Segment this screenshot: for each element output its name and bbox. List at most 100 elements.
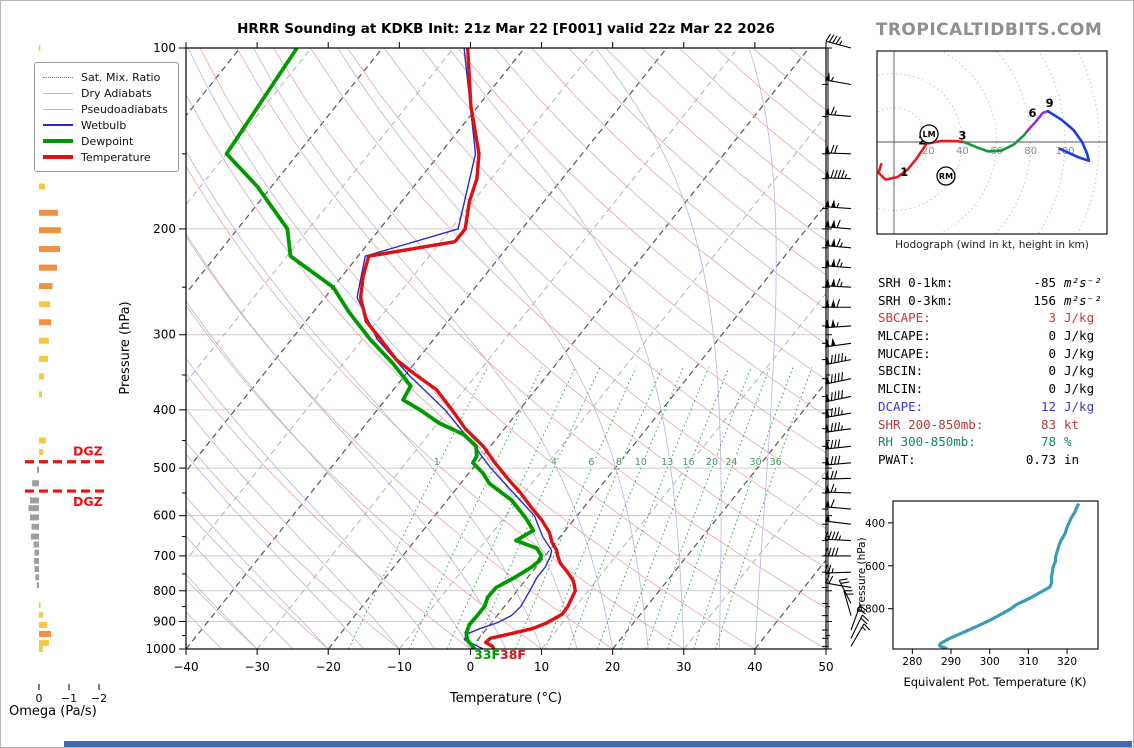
legend-item: Pseudoadiabats <box>43 101 168 117</box>
svg-text:30: 30 <box>676 660 691 674</box>
parameter-unit: kt <box>1064 416 1080 432</box>
svg-text:−10: −10 <box>387 660 412 674</box>
parameter-value: 78 <box>1040 434 1056 450</box>
legend-item-label: Pseudoadiabats <box>81 102 168 116</box>
svg-text:300: 300 <box>980 656 1000 668</box>
hodograph-caption: Hodograph (wind in kt, height in km) <box>895 239 1089 251</box>
svg-text:800: 800 <box>865 604 885 616</box>
svg-text:−40: −40 <box>173 660 198 674</box>
svg-text:36: 36 <box>770 457 782 468</box>
parameter-unit: in <box>1064 451 1080 467</box>
watermark: TROPICALTIDBITS.COM <box>876 20 1103 40</box>
svg-text:−1: −1 <box>61 692 77 705</box>
legend-line-sample-icon <box>43 124 73 126</box>
legend-line-sample-icon <box>43 76 73 78</box>
severe-parameter-readouts: SRH 0-1km: -85 m²s⁻² SRH 0-3km: 156 m²s⁻² SBCA… <box>878 274 1130 469</box>
svg-text:20: 20 <box>605 660 620 674</box>
page-title: HRRR Sounding at KDKB Init: 21z Mar 22 [… <box>237 21 775 37</box>
hodograph: 2040608010012369LMRM <box>876 50 1108 235</box>
parameter-label: RH 300-850mb: <box>878 434 976 450</box>
legend-item: Temperature <box>43 149 168 165</box>
svg-text:500: 500 <box>153 461 176 475</box>
svg-text:100: 100 <box>153 41 176 55</box>
svg-text:700: 700 <box>153 549 176 563</box>
parameter-value: 12 <box>1040 398 1056 414</box>
svg-text:9: 9 <box>1046 96 1054 110</box>
parameter-unit: J/kg <box>1064 381 1095 397</box>
svg-text:33F: 33F <box>474 647 500 662</box>
svg-text:3: 3 <box>958 128 966 142</box>
parameter-value: 3 <box>1048 310 1056 326</box>
svg-text:300: 300 <box>153 328 176 342</box>
parameter-unit: J/kg <box>1064 363 1095 379</box>
parameter-value: 0 <box>1048 381 1056 397</box>
legend-item-label: Wetbulb <box>81 118 127 132</box>
svg-text:6: 6 <box>588 457 594 468</box>
svg-text:24: 24 <box>725 457 737 468</box>
mixing-ratio-labels: 1 4 6 8 10 13 16 20 24 30 36 <box>432 456 782 470</box>
thetae-xaxis-title: Equivalent Pot. Temperature (K) <box>903 675 1086 689</box>
svg-text:600: 600 <box>153 509 176 523</box>
parameter-label: SRH 0-3km: <box>878 292 954 308</box>
parameter-row: MLCAPE: 0 J/kg <box>878 327 1130 345</box>
parameter-label: SHR 200-850mb: <box>878 416 984 432</box>
legend-line-sample-icon <box>43 139 73 143</box>
svg-text:1: 1 <box>900 165 908 179</box>
svg-text:38F: 38F <box>500 647 526 662</box>
svg-text:10: 10 <box>534 660 549 674</box>
legend-line-sample-icon <box>43 155 73 159</box>
svg-text:320: 320 <box>1057 656 1077 668</box>
parameter-label: SRH 0-1km: <box>878 275 954 290</box>
legend: Sat. Mix. Ratio Dry Adiabats Pseudoadiabat… <box>34 62 179 172</box>
parameter-value: -85 <box>1033 275 1056 290</box>
parameter-row: SBCIN: 0 J/kg <box>878 362 1130 380</box>
parameter-unit: m²s⁻² <box>1064 292 1102 308</box>
parameter-row: RH 300-850mb: 78% <box>878 433 1130 451</box>
svg-text:−2: −2 <box>91 692 107 705</box>
thetae-yaxis-title: Pressure (hPa) <box>856 537 868 612</box>
svg-text:DGZ: DGZ <box>73 444 103 459</box>
parameter-unit: J/kg <box>1064 398 1095 414</box>
legend-item-label: Temperature <box>81 150 151 164</box>
parameter-unit: % <box>1064 434 1072 450</box>
theta-e-panel: 400 600 800 280 290 300 310 320 <box>865 500 1099 668</box>
legend-line-sample-icon <box>43 92 73 94</box>
legend-item: Sat. Mix. Ratio <box>43 69 168 85</box>
svg-text:4: 4 <box>551 457 557 468</box>
omega-axis-title: Omega (Pa/s) <box>9 704 97 719</box>
svg-text:20: 20 <box>922 146 935 157</box>
svg-text:10: 10 <box>635 457 647 468</box>
svg-text:20: 20 <box>706 457 718 468</box>
parameter-value: 0 <box>1048 363 1056 379</box>
parameter-row: SBCAPE: 3 J/kg <box>878 309 1130 327</box>
svg-text:−20: −20 <box>316 660 341 674</box>
svg-text:8: 8 <box>616 457 622 468</box>
svg-text:16: 16 <box>683 457 695 468</box>
svg-text:1: 1 <box>434 457 440 468</box>
parameter-row: PWAT: 0.73 in <box>878 451 1130 469</box>
parameter-unit: J/kg <box>1064 310 1095 326</box>
parameter-value: 156 <box>1033 292 1056 308</box>
svg-text:50: 50 <box>818 660 833 674</box>
svg-text:13: 13 <box>661 457 673 468</box>
parameter-row: DCAPE: 12 J/kg <box>878 398 1130 416</box>
bottom-accent-bar <box>64 741 1132 747</box>
parameter-value: 0 <box>1048 345 1056 361</box>
parameter-row: MUCAPE: 0 J/kg <box>878 345 1130 363</box>
legend-item: Dewpoint <box>43 133 168 149</box>
parameter-unit: J/kg <box>1064 328 1095 344</box>
svg-text:30: 30 <box>750 457 762 468</box>
svg-text:LM: LM <box>923 130 936 139</box>
skewt-yaxis-title: Pressure (hPa) <box>118 301 133 394</box>
svg-text:DGZ: DGZ <box>73 494 103 509</box>
svg-text:0: 0 <box>467 660 475 674</box>
legend-item-label: Dewpoint <box>81 134 134 148</box>
svg-text:310: 310 <box>1018 656 1038 668</box>
parameter-label: SBCAPE: <box>878 310 931 326</box>
svg-text:0: 0 <box>36 692 43 705</box>
svg-text:200: 200 <box>153 222 176 236</box>
svg-text:1000: 1000 <box>145 642 176 656</box>
parameter-value: 83 <box>1040 416 1056 432</box>
legend-line-sample-icon <box>43 108 73 110</box>
